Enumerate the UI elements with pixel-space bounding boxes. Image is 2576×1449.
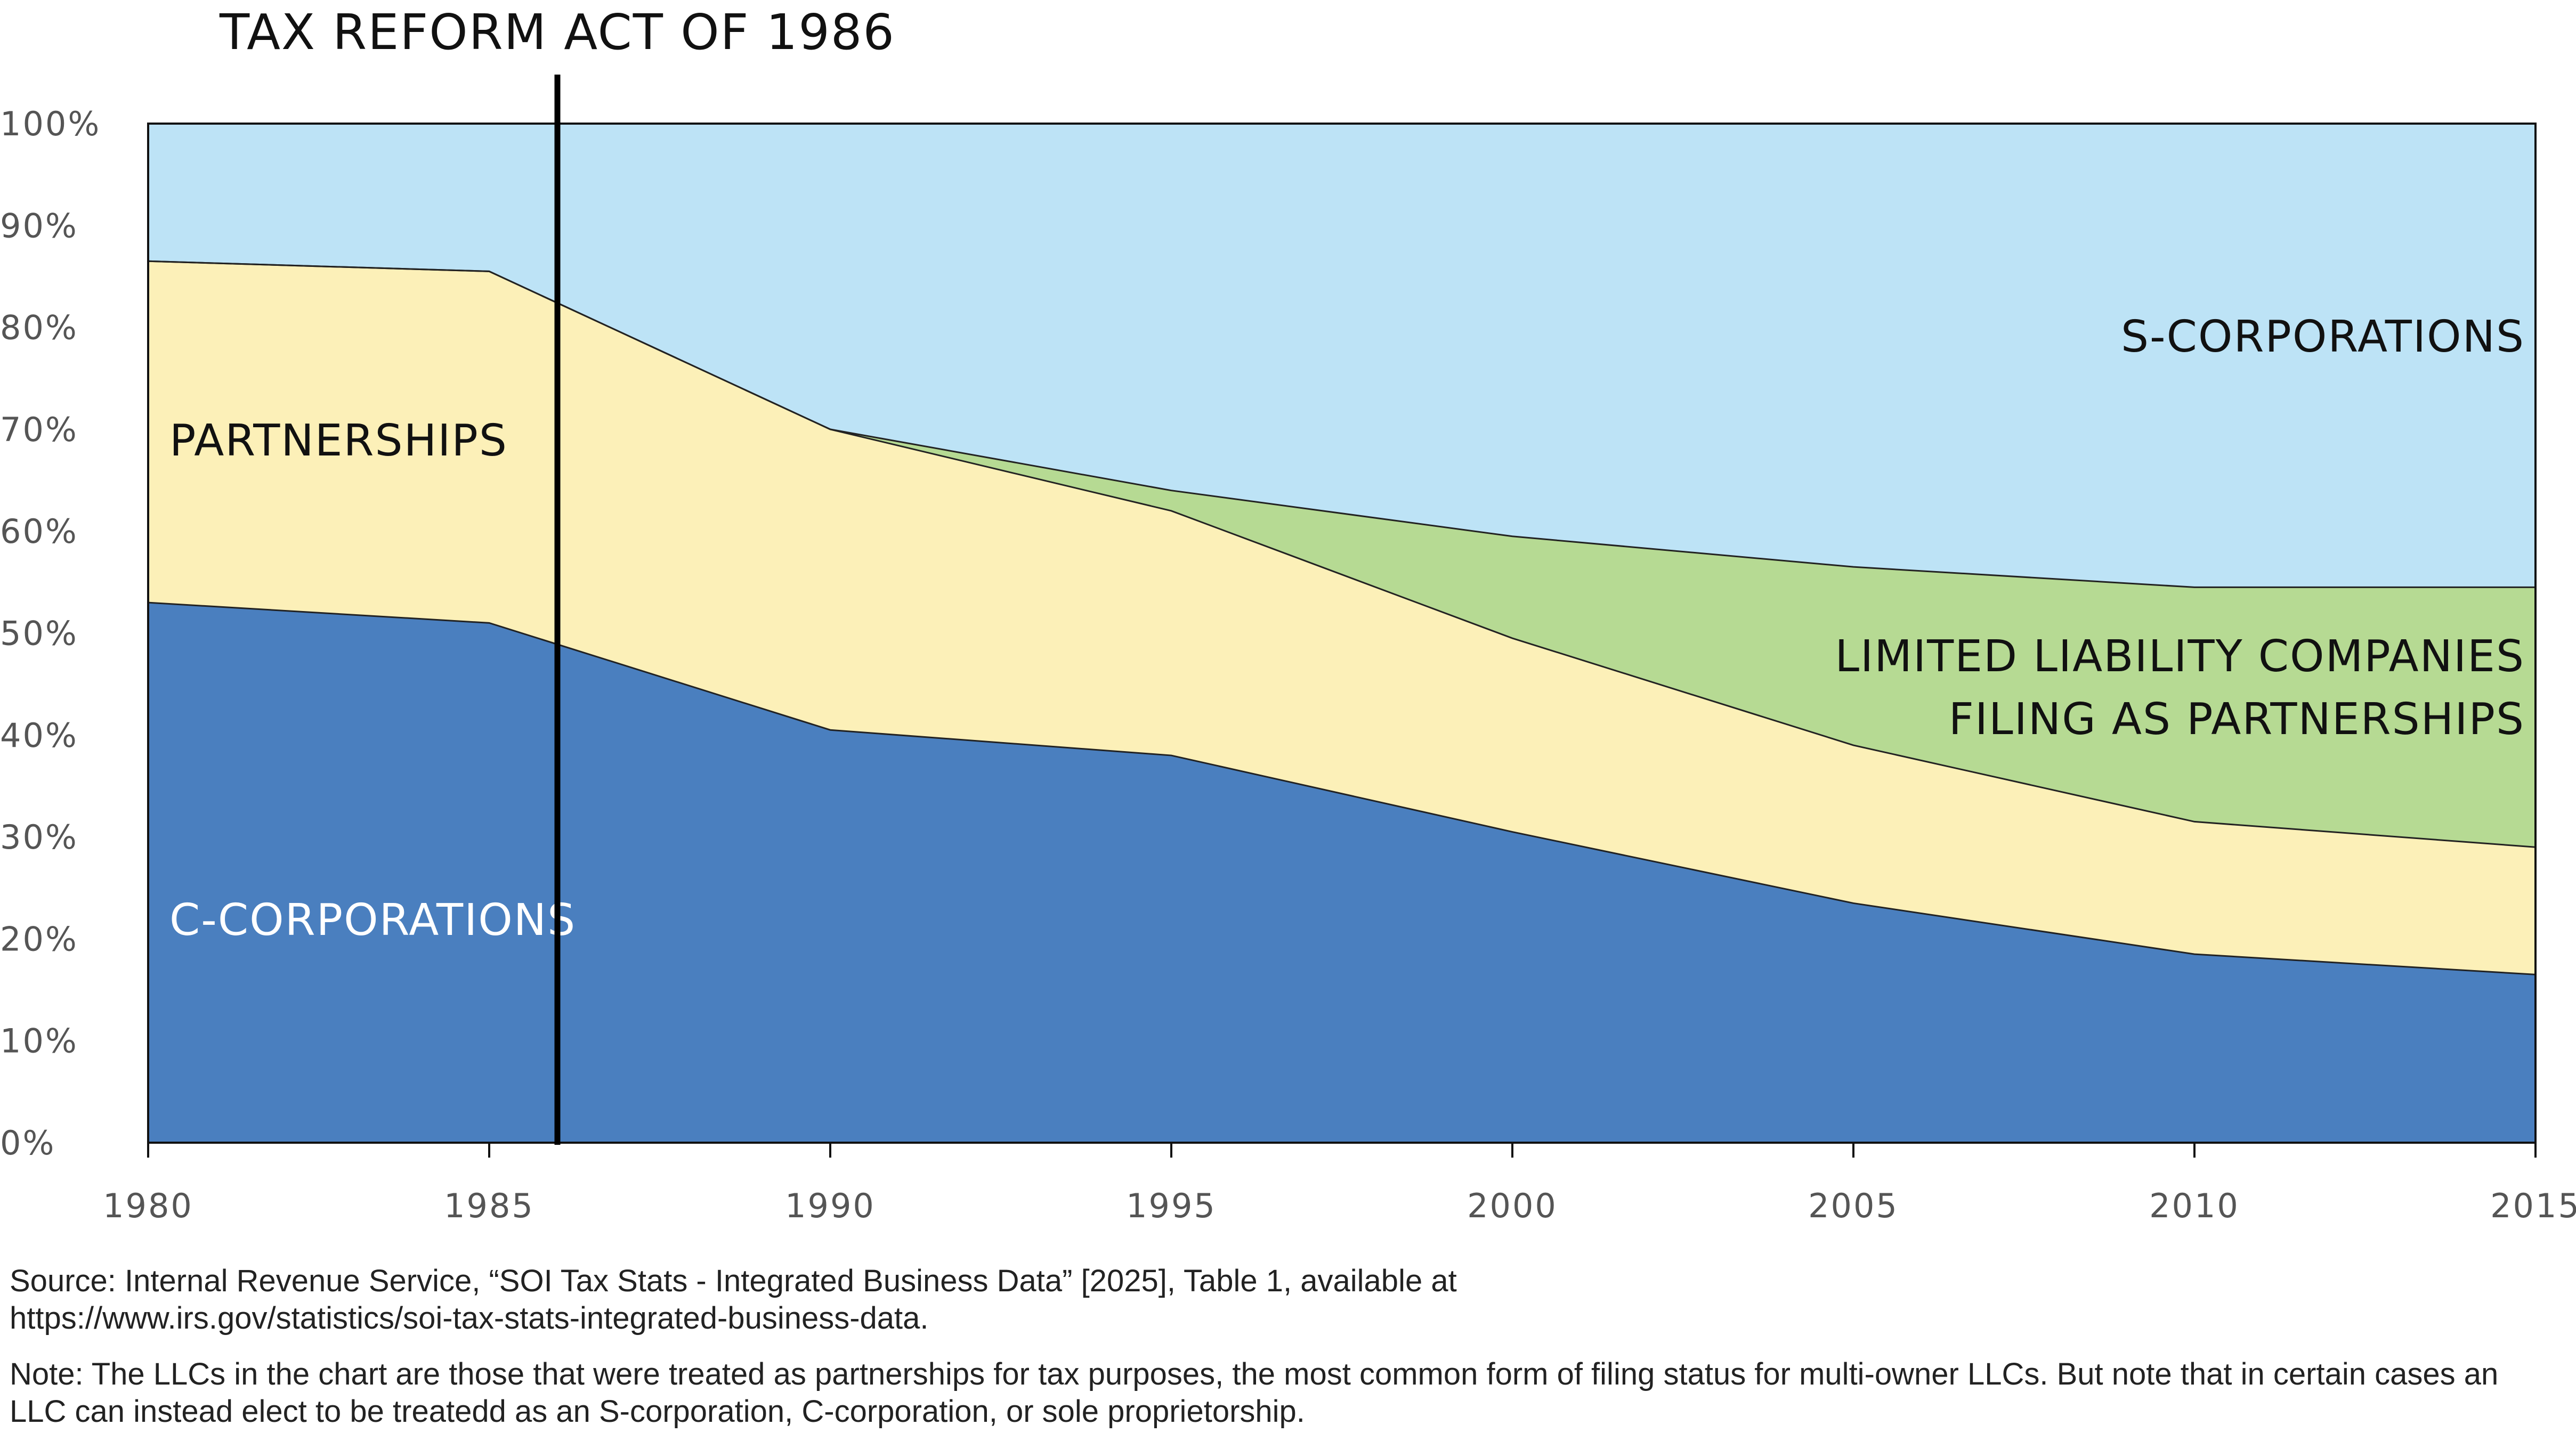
area-labels: C-CORPORATIONS PARTNERSHIPS LIMITED LIABIL… (169, 312, 2525, 946)
y-axis: 0% 10% 20% 30% 40% 50% 60% 70% 80% 90% 100% (0, 104, 101, 1162)
y-tick-label: 70% (0, 410, 78, 449)
y-tick-label: 80% (0, 308, 78, 347)
y-tick-label: 90% (0, 206, 78, 245)
y-tick-label: 20% (0, 919, 78, 958)
x-tick-label: 1980 (103, 1186, 193, 1225)
y-tick-label: 50% (0, 614, 78, 653)
boundary-c-corporations (148, 601, 2536, 975)
note-line-1: Note: The LLCs in the chart are those th… (10, 1357, 2499, 1392)
area-partnerships (148, 261, 2536, 975)
x-tick-label: 1990 (785, 1186, 876, 1225)
source-line-1: Source: Internal Revenue Service, “SOI T… (10, 1264, 1457, 1298)
area-c-corporations (148, 603, 2536, 1143)
reform-annotation: TAX REFORM ACT OF 1986 (219, 4, 895, 61)
x-tick-label: 1985 (444, 1186, 534, 1225)
source-line-2: https://www.irs.gov/statistics/soi-tax-s… (10, 1300, 929, 1336)
x-tick-label: 2005 (1808, 1186, 1899, 1225)
area-label-partnerships: PARTNERSHIPS (169, 416, 508, 466)
chart-notes: Source: Internal Revenue Service, “SOI T… (10, 1263, 2557, 1449)
area-label-limited-liability-companies-filing-as-partnerships: LIMITED LIABILITY COMPANIES (1835, 631, 2525, 682)
note-line-2: LLC can instead elect to be treatedd as … (10, 1394, 1305, 1429)
chart-areas (148, 124, 2536, 1143)
area-s-corporations (148, 124, 2536, 588)
x-tick-label: 1995 (1126, 1186, 1217, 1225)
boundary-limited-liability-companies-filing-as-partnerships (148, 260, 2536, 588)
x-tick-label: 2000 (1467, 1186, 1558, 1225)
area-label-s-corporations: S-CORPORATIONS (2121, 312, 2525, 362)
plot-frame (147, 123, 2537, 1144)
y-tick-label: 30% (0, 818, 78, 857)
llc-note: Note: The LLCs in the chart are those th… (10, 1356, 2557, 1430)
area-label-limited-liability-companies-filing-as-partnerships: FILING AS PARTNERSHIPS (1949, 694, 2525, 745)
y-tick-label: 0% (0, 1124, 55, 1162)
y-tick-label: 10% (0, 1022, 78, 1061)
x-tick-label: 2015 (2490, 1186, 2576, 1225)
y-tick-label: 40% (0, 716, 78, 755)
y-tick-label: 100% (0, 104, 101, 143)
area-label-c-corporations: C-CORPORATIONS (169, 895, 576, 946)
area-limited-liability-companies-filing-as-partnerships (148, 261, 2536, 848)
source-note: Source: Internal Revenue Service, “SOI T… (10, 1263, 2557, 1337)
y-tick-label: 60% (0, 512, 78, 551)
x-axis: 1980 1985 1990 1995 2000 2005 2010 2015 (103, 1143, 2576, 1225)
x-tick-label: 2010 (2149, 1186, 2240, 1225)
